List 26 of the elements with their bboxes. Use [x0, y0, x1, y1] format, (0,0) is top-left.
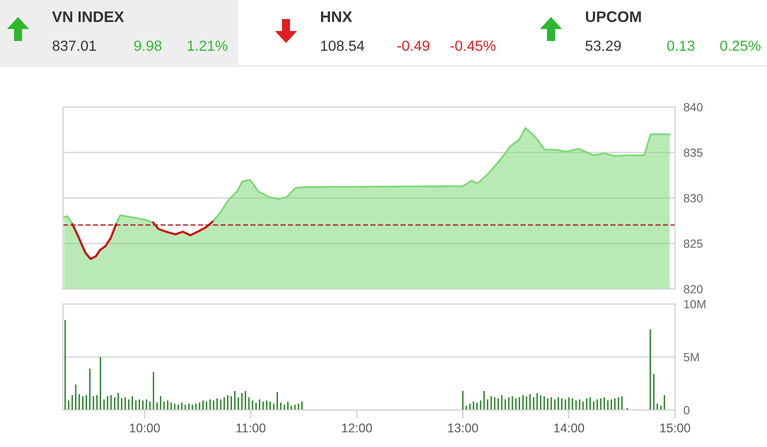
y-tick-label: 5M — [684, 353, 699, 362]
y-tick-label: 835 — [684, 148, 703, 157]
y-tick-label: 0 — [684, 406, 690, 414]
x-tick-label: 12:00 — [342, 424, 372, 432]
text: -0.45% — [450, 40, 496, 51]
x-tick-label: 10:00 — [130, 424, 160, 432]
y-tick-label: 820 — [684, 285, 703, 294]
text: UPCOM — [586, 11, 641, 22]
text: 108.54 — [321, 40, 364, 51]
text: 837.01 — [52, 40, 96, 51]
y-tick-label: 830 — [684, 194, 703, 202]
text: 53.29 — [586, 40, 621, 51]
y-tick-label: 10M — [684, 300, 706, 308]
text: 9.98 — [134, 40, 162, 51]
x-tick-label: 11:00 — [236, 424, 266, 432]
text: VN INDEX — [52, 11, 124, 22]
x-tick-label: 14:00 — [554, 424, 584, 432]
text: 0.25% — [720, 40, 760, 51]
text: -0.49 — [397, 40, 430, 51]
x-tick-label: 13:00 — [448, 424, 478, 432]
y-tick-label: 840 — [684, 103, 703, 112]
text: HNX — [321, 11, 352, 22]
text: 1.21% — [188, 40, 228, 51]
x-tick-label: 15:00 — [660, 424, 690, 432]
text: 0.13 — [667, 40, 694, 51]
y-tick-label: 825 — [684, 240, 703, 248]
